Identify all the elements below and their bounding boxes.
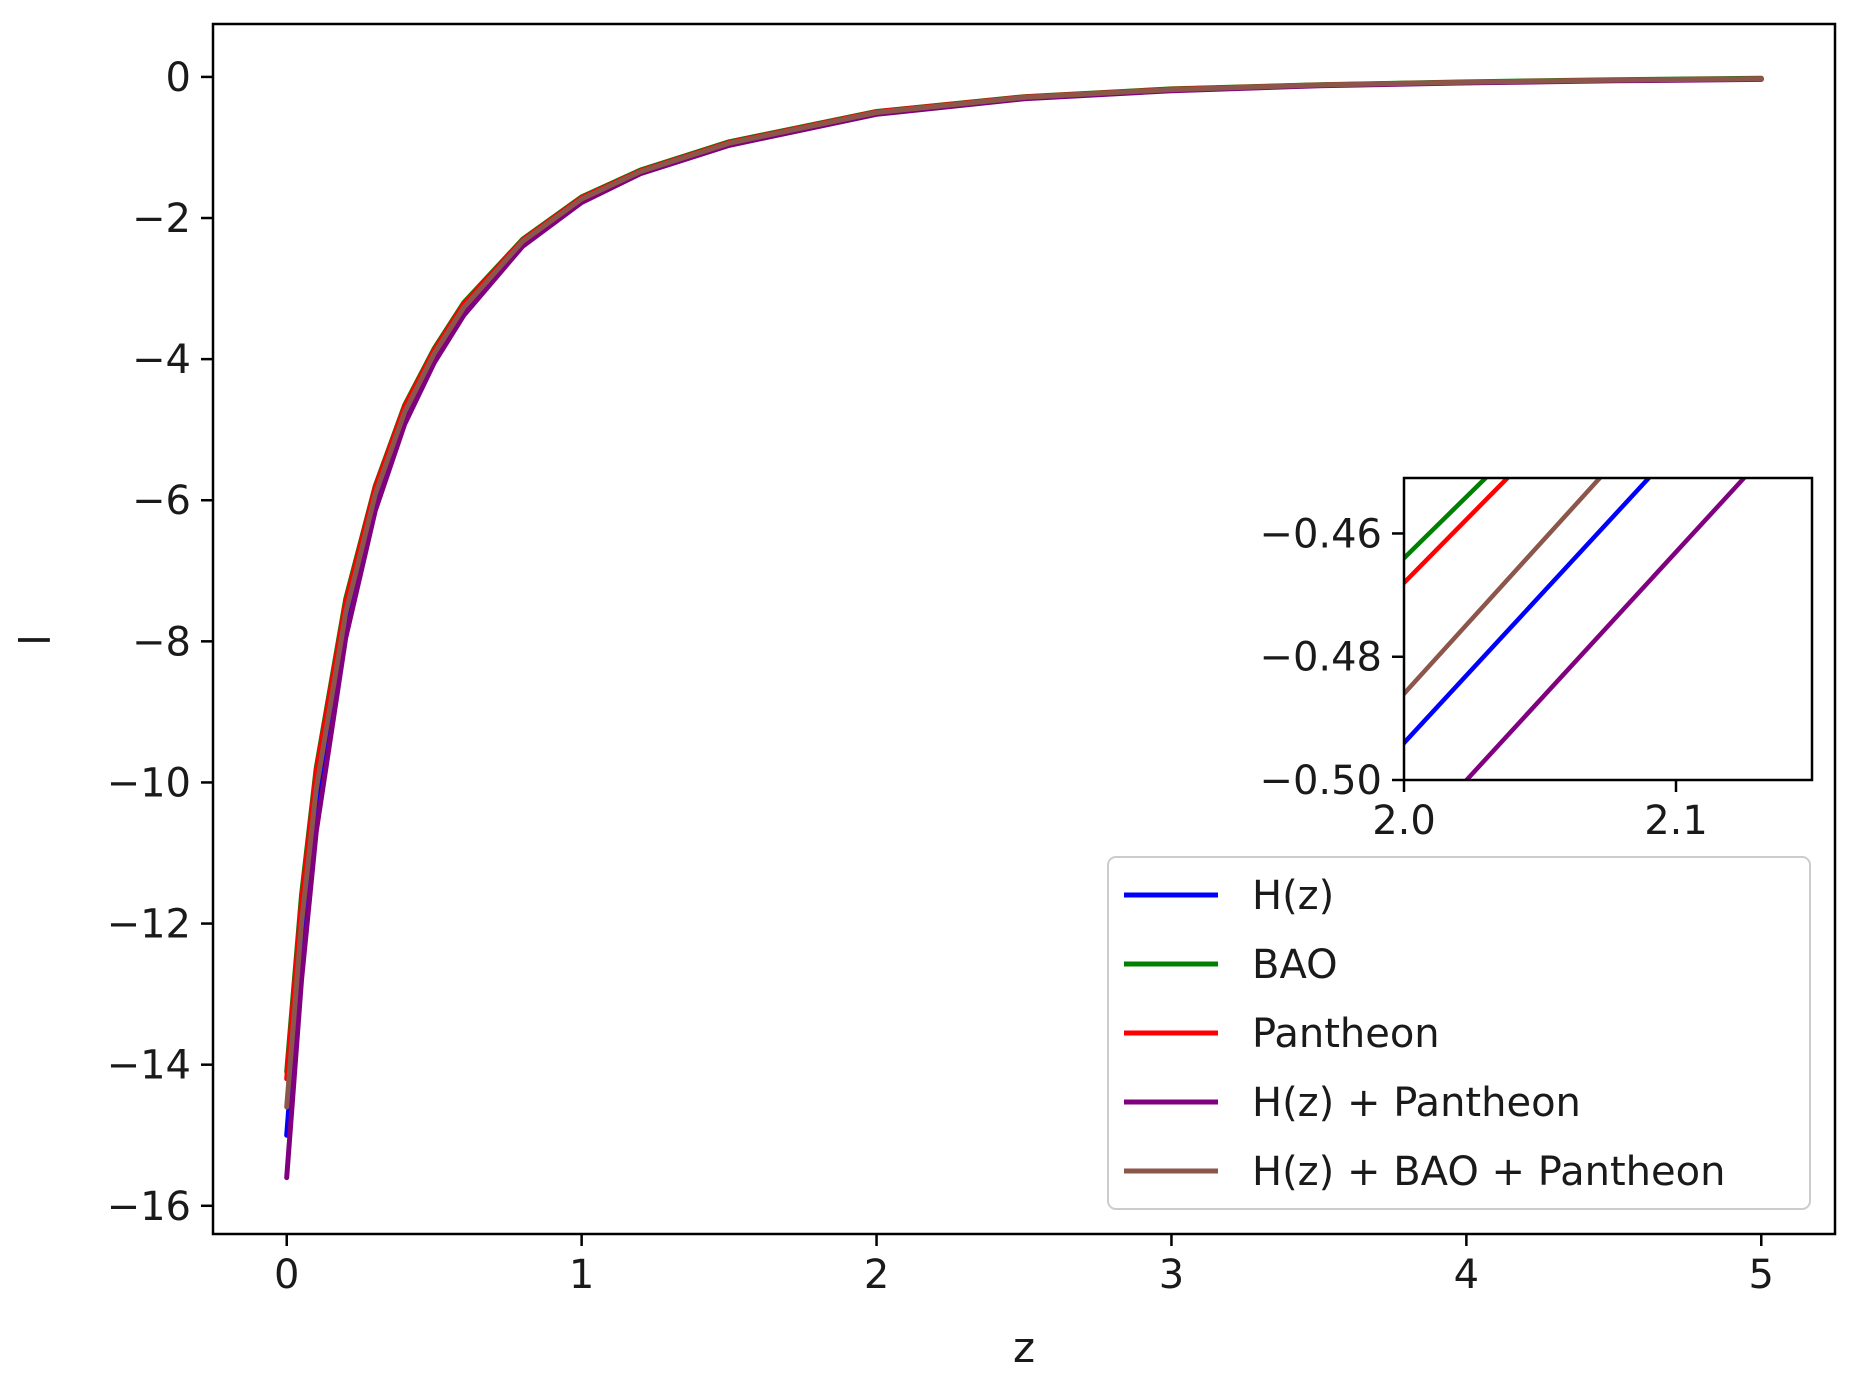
y-tick-label: −6 [132, 478, 191, 524]
y-tick-label: 0 [166, 55, 191, 101]
x-tick-label: 4 [1454, 1252, 1479, 1298]
inset-plot-area: 2.0 2.1 −0.46 −0.48 −0.50 [1259, 476, 1814, 844]
inset-series-line-bao [1404, 478, 1488, 561]
x-tick-label: 0 [274, 1252, 299, 1298]
x-tick-label: 1 [569, 1252, 594, 1298]
inset-y-tick-label: −0.50 [1259, 758, 1382, 804]
legend: H(z) BAO Pantheon H(z) + Pantheon H(z) + BAO… [1107, 856, 1811, 1210]
inset-series-line-h-z-bao-pantheon [1404, 478, 1603, 696]
inset-y-tick-label: −0.48 [1259, 635, 1382, 681]
inset-x-tick-label: 2.0 [1372, 798, 1436, 844]
y-tick-label: −16 [107, 1184, 191, 1230]
legend-items: H(z) BAO Pantheon H(z) + Pantheon H(z) + BAO… [1124, 873, 1725, 1195]
inset-x-tick-label: 2.1 [1644, 798, 1708, 844]
legend-label-pantheon: Pantheon [1252, 1011, 1440, 1057]
x-axis-label: z [1013, 1323, 1035, 1372]
legend-label-h-z: H(z) [1252, 873, 1334, 919]
main-plot-area: 0 1 2 3 4 5 0 −2 −4 −6 −8 −10 −12 −14 −16 z l [11, 22, 1837, 1372]
y-tick-label: −8 [132, 619, 191, 665]
inset-plot-frame [1402, 476, 1814, 782]
legend-box [1107, 856, 1811, 1210]
main-y-ticks: 0 −2 −4 −6 −8 −10 −12 −14 −16 [107, 55, 213, 1230]
legend-label-bao: BAO [1252, 942, 1338, 988]
y-tick-label: −10 [107, 760, 191, 806]
y-tick-label: −12 [107, 902, 191, 948]
x-tick-label: 5 [1749, 1252, 1774, 1298]
main-plot-frame [211, 22, 1837, 1236]
inset-x-ticks: 2.0 2.1 [1372, 780, 1708, 844]
inset-series-group [1404, 478, 1747, 780]
inset-series-line-pantheon [1404, 478, 1510, 586]
y-tick-label: −2 [132, 196, 191, 242]
y-axis-label: l [11, 634, 60, 646]
inset-y-ticks: −0.46 −0.48 −0.50 [1259, 511, 1404, 804]
main-series-group [284, 75, 1764, 1181]
x-tick-label: 2 [864, 1252, 889, 1298]
legend-label-h-z-bao-pantheon: H(z) + BAO + Pantheon [1252, 1149, 1725, 1195]
main-x-ticks: 0 1 2 3 4 5 [274, 1234, 1774, 1298]
inset-y-tick-label: −0.46 [1259, 511, 1382, 557]
y-tick-label: −4 [132, 337, 191, 383]
y-tick-label: −14 [107, 1043, 191, 1089]
inset-series-line-h-z [1404, 478, 1652, 746]
series-line-h-z-bao-pantheon [284, 76, 1764, 1110]
legend-label-h-z-pantheon: H(z) + Pantheon [1252, 1080, 1581, 1126]
x-tick-label: 3 [1159, 1252, 1184, 1298]
inset-series-line-h-z-pantheon [1464, 478, 1747, 780]
